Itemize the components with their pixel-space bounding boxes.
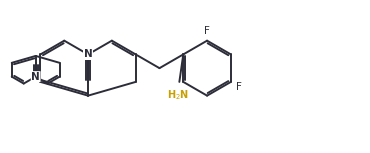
- Text: N: N: [84, 49, 92, 59]
- Text: H$_2$N: H$_2$N: [167, 88, 189, 102]
- Text: F: F: [236, 82, 242, 92]
- Text: N: N: [31, 72, 40, 82]
- Text: F: F: [204, 26, 210, 36]
